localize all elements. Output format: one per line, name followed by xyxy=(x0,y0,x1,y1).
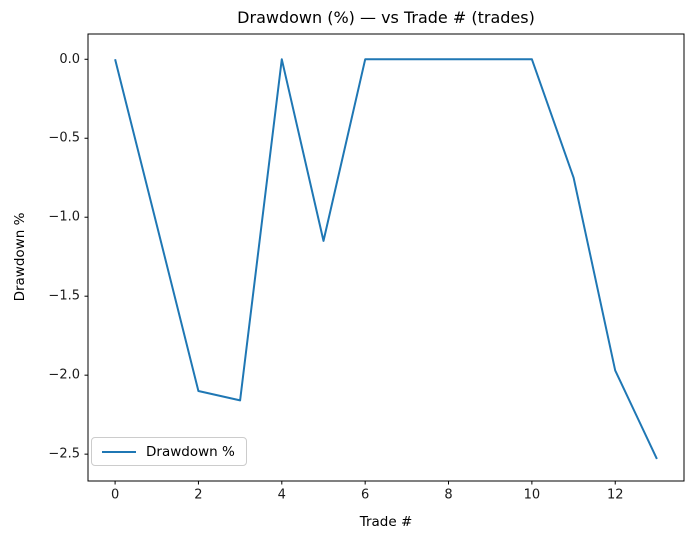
y-tick-label: −2.0 xyxy=(48,368,80,383)
y-tick-label: −0.5 xyxy=(48,131,80,146)
x-tick-label: 6 xyxy=(361,487,369,502)
x-tick-label: 2 xyxy=(194,487,202,502)
x-tick-label: 0 xyxy=(111,487,119,502)
legend: Drawdown % xyxy=(91,437,247,466)
x-tick-label: 12 xyxy=(607,487,624,502)
y-tick-label: −1.0 xyxy=(48,210,80,225)
x-axis-label: Trade # xyxy=(359,514,413,530)
y-tick-label: 0.0 xyxy=(59,52,80,67)
y-tick-label: −2.5 xyxy=(48,447,80,462)
x-tick-label: 10 xyxy=(524,487,541,502)
chart-title: Drawdown (%) — vs Trade # (trades) xyxy=(237,8,535,27)
y-axis-label: Drawdown % xyxy=(12,212,28,302)
axes-spines xyxy=(87,33,685,482)
y-tick-label: −1.5 xyxy=(48,289,80,304)
legend-label: Drawdown % xyxy=(146,443,235,460)
legend-line-sample-icon xyxy=(102,450,136,453)
drawdown-line-series xyxy=(114,58,658,460)
x-tick-label: 4 xyxy=(278,487,286,502)
x-tick-label: 8 xyxy=(444,487,452,502)
